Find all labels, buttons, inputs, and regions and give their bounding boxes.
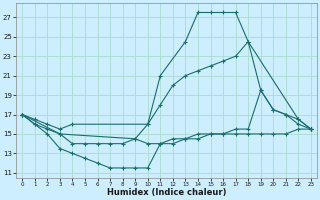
X-axis label: Humidex (Indice chaleur): Humidex (Indice chaleur) (107, 188, 226, 197)
